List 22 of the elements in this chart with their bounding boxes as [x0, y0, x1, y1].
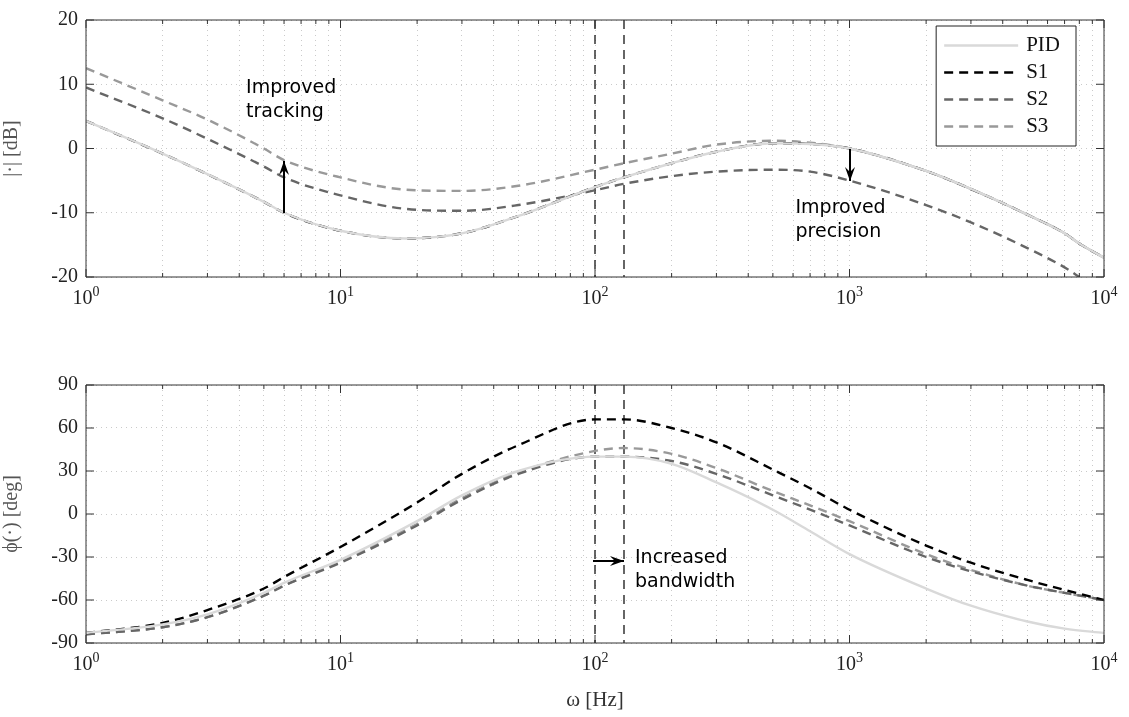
y-tick-label: -20: [51, 264, 78, 287]
y-tick-label: -10: [51, 200, 78, 222]
legend-label: S2: [1026, 86, 1049, 111]
y-tick-label: 30: [58, 458, 78, 481]
y-tick-label: -60: [51, 587, 78, 610]
x-axis-title: ω [Hz]: [566, 686, 624, 711]
annotation: Improved precision: [795, 195, 886, 242]
legend-label: S3: [1026, 113, 1049, 138]
y-tick-label: -30: [51, 544, 78, 567]
y-axis-title: ϕ(·) [deg]: [0, 475, 23, 553]
y-tick-label: -90: [51, 630, 78, 653]
y-tick-label: 0: [68, 135, 78, 158]
y-tick-label: 60: [58, 415, 78, 438]
y-tick-label: 90: [58, 372, 78, 395]
legend-label: PID: [1026, 32, 1061, 57]
y-tick-label: 0: [68, 501, 78, 524]
annotation: Improved tracking: [246, 74, 337, 121]
legend-label: S1: [1026, 59, 1049, 84]
y-tick-label: 20: [58, 7, 78, 30]
y-axis-title: |·| [dB]: [0, 120, 23, 177]
y-tick-label: 10: [58, 71, 78, 94]
annotation: Increased bandwidth: [635, 544, 736, 591]
